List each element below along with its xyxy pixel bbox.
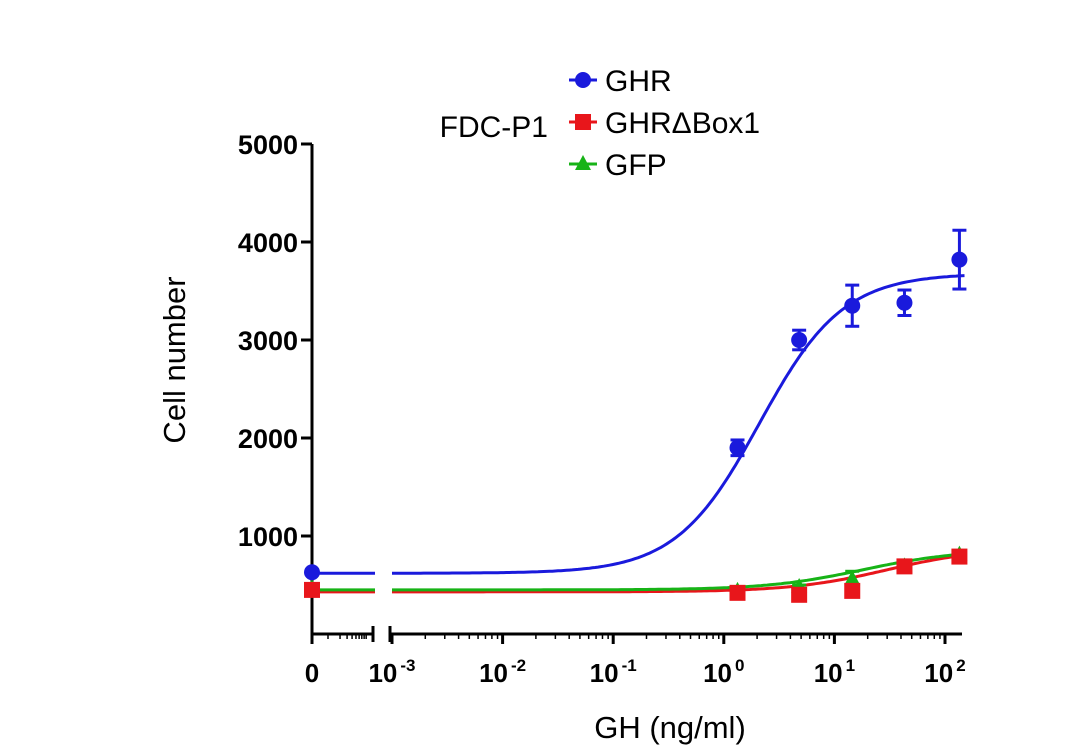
y-tick-label: 5000 xyxy=(238,130,298,160)
fit-curves xyxy=(312,274,965,594)
x-tick-label: 10 2 xyxy=(924,656,965,688)
x-tick-label: 10 1 xyxy=(814,656,855,688)
legend-label: GFP xyxy=(605,149,667,182)
data-point-ghrδbox1 xyxy=(896,558,913,575)
data-point-ghrδbox1 xyxy=(844,582,861,599)
y-tick-label: 3000 xyxy=(238,326,298,356)
y-tick-label: 2000 xyxy=(238,424,298,454)
axes: 1000 2000 3000 4000 5000 0 10 -3 10 -2 10 -1 10 0 10 1 1… xyxy=(238,130,966,688)
data-point-ghr xyxy=(304,564,320,581)
x-tick-label: 10 0 xyxy=(703,656,744,688)
data-point-ghrδbox1 xyxy=(791,586,808,603)
fit-curve-gfp xyxy=(392,552,965,592)
x-tick-label: 0 xyxy=(305,658,319,688)
data-point-ghr xyxy=(951,251,968,268)
legend-label: GHRΔBox1 xyxy=(605,107,760,140)
data-point-ghr xyxy=(791,332,808,348)
data-point-ghr xyxy=(896,294,913,311)
data-point-ghrδbox1 xyxy=(951,548,968,565)
y-tick-label: 1000 xyxy=(238,522,298,552)
fit-curve-ghr xyxy=(392,274,965,575)
data-point-ghrδbox1 xyxy=(304,581,320,598)
x-tick-label: 10 -2 xyxy=(479,656,526,688)
data-point-ghrδbox1 xyxy=(729,584,746,601)
x-tick-label: 10 -3 xyxy=(368,656,415,688)
fit-curve-ghrδbox1 xyxy=(392,553,965,594)
x-axis-label: GH (ng/ml) xyxy=(594,710,746,745)
legend: GHR GHRΔBox1 GFP xyxy=(569,65,760,182)
y-axis-label: Cell number xyxy=(157,276,192,443)
x-tick-label: 10 -1 xyxy=(590,656,637,688)
legend-marker-gfp xyxy=(575,155,591,170)
data-points xyxy=(304,228,968,603)
legend-label: GHR xyxy=(605,65,672,98)
data-point-gfp xyxy=(844,570,861,586)
chart-subtitle: FDC-P1 xyxy=(440,111,548,144)
legend-marker-ghrδbox1 xyxy=(575,114,591,130)
legend-marker-ghr xyxy=(575,72,591,88)
y-tick-label: 4000 xyxy=(238,228,298,258)
data-point-ghr xyxy=(729,439,746,456)
data-point-ghr xyxy=(844,297,861,314)
